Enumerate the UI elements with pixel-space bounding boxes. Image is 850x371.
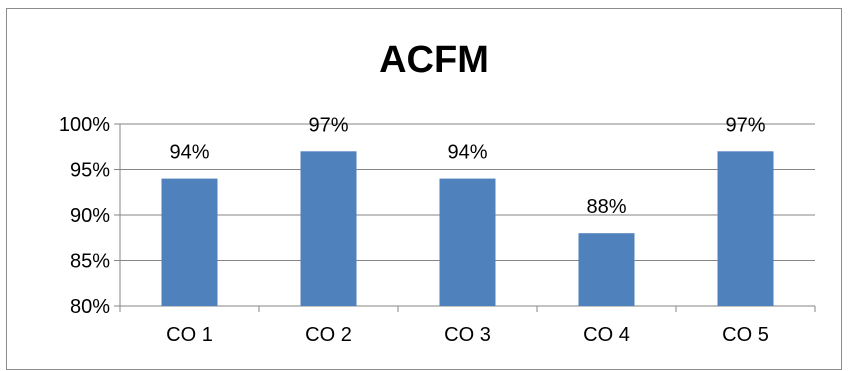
chart-frame	[6, 8, 842, 370]
x-tick-label: CO 3	[444, 324, 491, 346]
chart-title: ACFM	[379, 39, 489, 81]
bar-co-5	[717, 151, 774, 306]
bar-co-1	[161, 178, 218, 306]
y-tick-label: 90%	[70, 205, 110, 227]
x-tick-label: CO 5	[722, 324, 769, 346]
bars	[161, 151, 774, 306]
x-tick-label: CO 2	[305, 324, 352, 346]
bar-co-3	[439, 178, 496, 306]
data-label: 97%	[308, 114, 348, 136]
axes: 80% 85% 90% 95% 100% CO 1 CO 2 CO 3 CO 4 CO 5	[59, 114, 816, 346]
y-tick-label: 95%	[70, 160, 110, 182]
data-labels: 94% 97% 94% 88% 97%	[169, 114, 765, 218]
bar-co-4	[578, 233, 635, 306]
y-tick-label: 80%	[70, 296, 110, 318]
bar-co-2	[300, 151, 357, 306]
data-label: 97%	[725, 114, 765, 136]
y-tick-label: 85%	[70, 251, 110, 273]
x-tick-label: CO 1	[166, 324, 213, 346]
data-label: 94%	[169, 142, 209, 164]
y-tick-label: 100%	[59, 114, 110, 136]
x-tick-label: CO 4	[583, 324, 630, 346]
data-label: 94%	[447, 142, 487, 164]
data-label: 88%	[586, 196, 626, 218]
